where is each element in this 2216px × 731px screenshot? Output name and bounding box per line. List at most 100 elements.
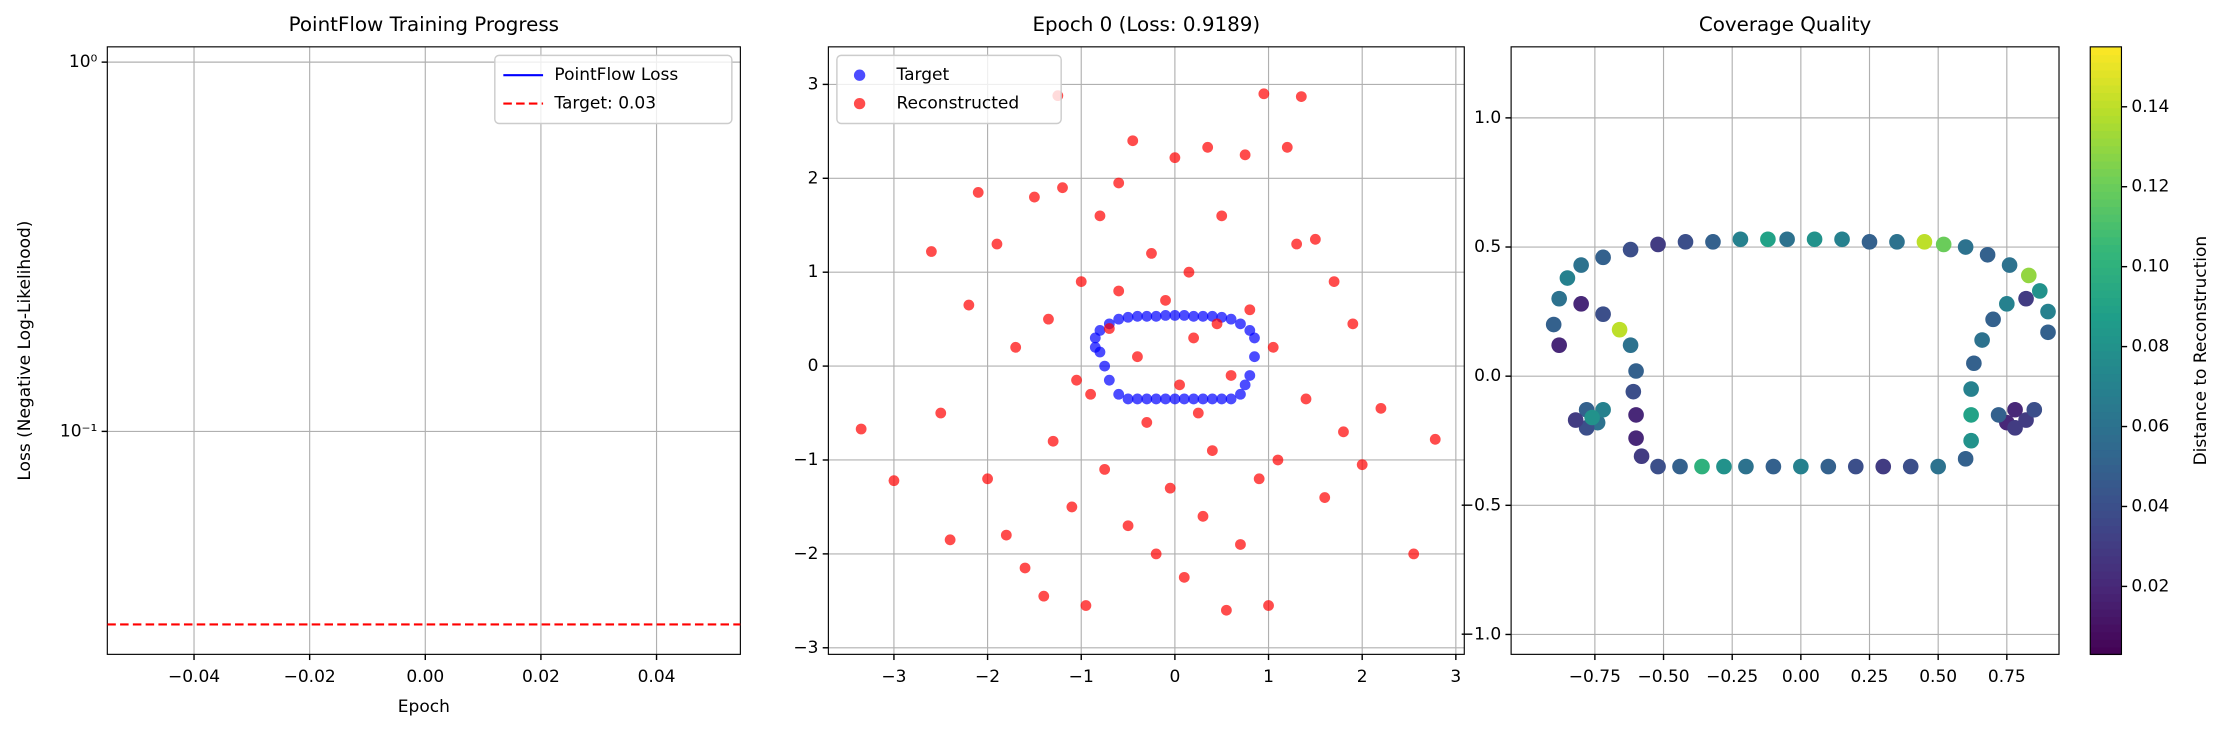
colorbar-cell	[2090, 259, 2122, 268]
point	[1174, 379, 1185, 391]
point	[1089, 341, 1101, 353]
point	[1595, 306, 1611, 322]
x-tick-label: 0.00	[1782, 667, 1820, 687]
x-tick-label: 0.02	[522, 667, 560, 687]
point	[1178, 571, 1190, 583]
x-tick-label: −3	[881, 667, 906, 687]
axes-frame	[106, 46, 741, 655]
colorbar-cell	[2090, 494, 2122, 504]
plot-area	[1545, 231, 2056, 475]
legend-marker	[853, 97, 866, 110]
colorbar-cell	[2090, 434, 2122, 443]
colorbar-cell	[2090, 305, 2122, 314]
colorbar-tick-label: 0.08	[2131, 337, 2169, 357]
point	[1141, 393, 1153, 405]
point	[1963, 407, 1979, 423]
colorbar-cell	[2090, 107, 2122, 116]
point	[2007, 420, 2023, 436]
colorbar-cell	[2090, 251, 2122, 261]
point	[1122, 520, 1134, 532]
point	[1820, 458, 1837, 475]
point	[1197, 310, 1209, 322]
point	[1085, 388, 1096, 400]
point	[1622, 337, 1639, 353]
colorbar-cell	[2090, 570, 2122, 580]
point	[1705, 234, 1721, 250]
colorbar-cell	[2090, 456, 2122, 466]
colorbar-cell	[2090, 350, 2122, 359]
colorbar-tick-label: 0.02	[2131, 576, 2169, 596]
point	[1309, 233, 1321, 245]
colorbar-cell	[2090, 137, 2122, 147]
point	[1375, 402, 1387, 414]
point	[1249, 332, 1260, 344]
point	[1935, 236, 1952, 253]
point	[1160, 294, 1171, 306]
colorbar-cell	[2090, 358, 2122, 367]
point	[1169, 309, 1181, 321]
point	[1038, 590, 1050, 602]
colorbar-cell	[2090, 115, 2122, 124]
point	[1889, 234, 1905, 250]
point	[1160, 309, 1171, 321]
point	[1694, 458, 1710, 475]
point	[1253, 473, 1265, 485]
chart-title: PointFlow Training Progress	[289, 13, 559, 36]
colorbar-cell	[2090, 327, 2122, 337]
point	[1650, 236, 1666, 253]
point	[1847, 458, 1864, 475]
point	[1099, 360, 1111, 372]
point	[1760, 231, 1776, 248]
point	[1716, 458, 1732, 475]
colorbar-tick-label: 0.10	[2131, 257, 2169, 277]
point	[1206, 393, 1218, 405]
point	[1235, 388, 1246, 400]
colorbar-cell	[2090, 69, 2122, 78]
point	[2040, 303, 2056, 320]
point	[2031, 283, 2048, 299]
point	[1178, 393, 1190, 405]
colorbar-cell	[2090, 639, 2122, 648]
point	[1225, 313, 1237, 325]
colorbar-cell	[2090, 510, 2122, 519]
x-tick-label: −0.75	[1569, 667, 1621, 687]
colorbar-cell	[2090, 206, 2122, 215]
colorbar-cell	[2090, 335, 2122, 344]
colorbar-cell	[2090, 213, 2122, 223]
point	[982, 473, 993, 485]
point	[1963, 432, 1979, 449]
x-tick-label: −0.50	[1637, 667, 1689, 687]
point	[1957, 451, 1974, 467]
axes-frame	[827, 46, 1465, 655]
colorbar-cell	[2090, 312, 2122, 321]
colorbar-cell	[2090, 593, 2122, 602]
x-tick-label: 0.75	[1988, 667, 2026, 687]
colorbar-cell	[2090, 487, 2122, 496]
colorbar-cell	[2090, 168, 2122, 177]
point	[1793, 458, 1809, 475]
point	[1047, 435, 1059, 447]
point	[944, 534, 956, 546]
point	[1150, 548, 1162, 560]
colorbar-cell	[2090, 426, 2122, 435]
point	[1628, 430, 1644, 446]
colorbar-cell	[2090, 236, 2122, 245]
colorbar-cell	[2090, 130, 2122, 139]
colorbar-cell	[2090, 403, 2122, 413]
x-tick-label: −0.02	[284, 667, 336, 687]
point	[1966, 355, 1982, 372]
point	[1902, 458, 1919, 475]
point	[1551, 290, 1567, 307]
point	[1999, 296, 2015, 312]
point	[1979, 246, 1996, 263]
colorbar-cell	[2090, 92, 2122, 101]
legend-label: PointFlow Loss	[554, 65, 678, 85]
point	[1094, 210, 1106, 222]
chart-title: Coverage Quality	[1699, 13, 1872, 36]
point	[935, 407, 947, 419]
colorbar-cell	[2090, 525, 2122, 534]
x-axis-label: Epoch	[398, 697, 450, 717]
point	[1567, 412, 1584, 428]
point	[1103, 323, 1115, 334]
